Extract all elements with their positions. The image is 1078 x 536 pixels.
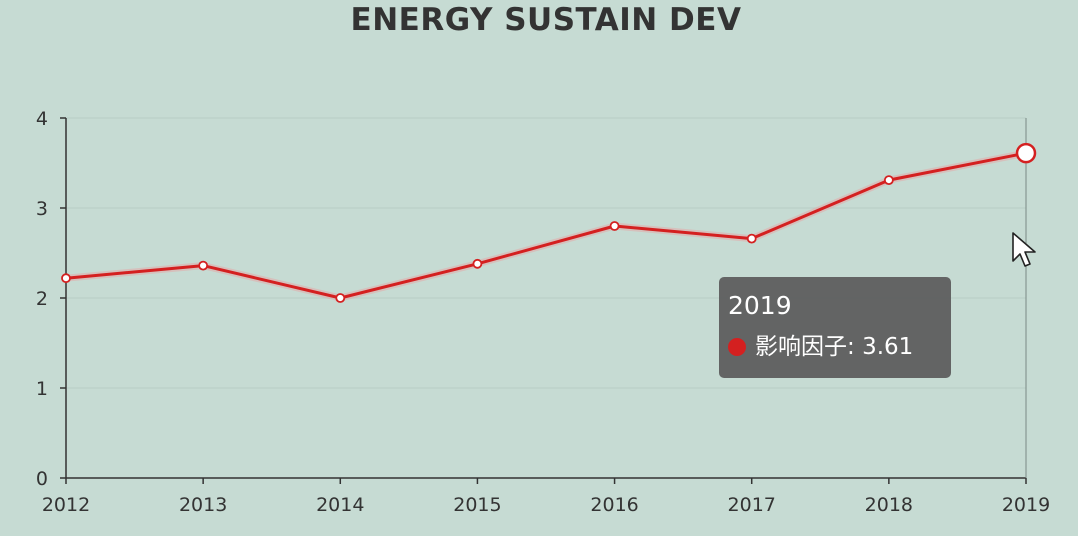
x-tick-label: 2018 xyxy=(865,494,913,516)
series-group[interactable] xyxy=(61,142,1037,303)
tooltip-title: 2019 xyxy=(728,291,792,320)
mouse-pointer-icon xyxy=(1012,232,1036,267)
series-line[interactable] xyxy=(65,151,1027,300)
y-tick-label: 1 xyxy=(36,378,48,400)
y-tick-label: 0 xyxy=(36,468,48,490)
x-tick-label: 2014 xyxy=(316,494,364,516)
data-point[interactable] xyxy=(61,273,71,284)
chart-title: ENERGY SUSTAIN DEV xyxy=(350,2,742,38)
x-tick-label: 2019 xyxy=(1002,494,1050,516)
data-point[interactable] xyxy=(883,175,894,186)
tooltip: 2019 影响因子: 3.61 xyxy=(719,277,951,378)
grid-lines xyxy=(66,117,1026,389)
data-point[interactable] xyxy=(609,221,620,231)
y-tick-label: 3 xyxy=(36,198,48,220)
data-point[interactable] xyxy=(746,233,757,244)
tooltip-separator: : xyxy=(847,334,863,360)
tooltip-series-dot xyxy=(728,338,746,356)
y-tick-label: 2 xyxy=(36,288,48,310)
tooltip-series-label: 影响因子 xyxy=(755,334,847,360)
x-tick-label: 2012 xyxy=(42,494,90,516)
data-point[interactable] xyxy=(198,260,209,271)
data-point[interactable] xyxy=(472,258,483,269)
x-tick-label: 2015 xyxy=(453,494,501,516)
y-axis-ticks: 0 1 2 3 4 xyxy=(36,108,66,490)
y-tick-label: 4 xyxy=(36,108,48,130)
data-point[interactable] xyxy=(335,293,346,303)
x-tick-label: 2013 xyxy=(179,494,227,516)
x-tick-label: 2016 xyxy=(590,494,638,516)
tooltip-value: 3.61 xyxy=(862,334,914,360)
tooltip-row: 影响因子: 3.61 xyxy=(728,333,941,361)
data-point-highlighted[interactable] xyxy=(1015,142,1037,164)
x-tick-label: 2017 xyxy=(728,494,776,516)
x-axis-ticks: 2012 2013 2014 2015 2016 2017 2018 2019 xyxy=(42,478,1050,516)
